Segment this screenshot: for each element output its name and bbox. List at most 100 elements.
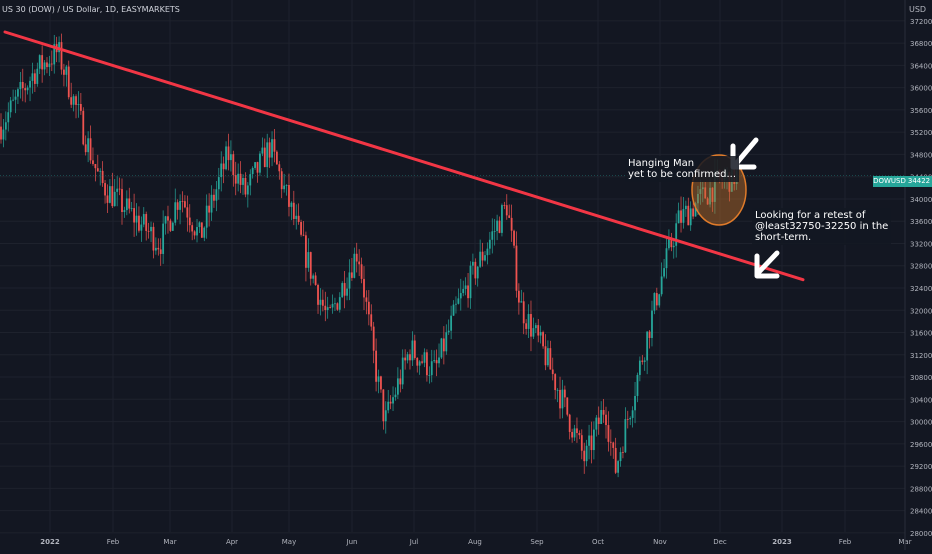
candle: [334, 297, 336, 312]
candle-body: [17, 89, 19, 97]
candle: [285, 184, 288, 196]
candle-body: [428, 375, 431, 376]
candle: [152, 222, 155, 259]
candle-body: [48, 63, 51, 68]
candle: [372, 321, 375, 364]
candle-body: [96, 168, 99, 172]
candle: [665, 238, 668, 279]
candle-body: [614, 447, 617, 473]
candle-body: [275, 151, 278, 165]
candle-body: [697, 193, 699, 204]
y-tick-label: 31200: [910, 352, 932, 360]
candle: [614, 437, 617, 475]
candle-body: [682, 209, 685, 223]
candle-body: [452, 304, 455, 316]
candle-body: [694, 203, 697, 217]
candle-body: [619, 452, 622, 462]
candle: [525, 319, 528, 335]
candle: [305, 231, 307, 282]
candle: [658, 293, 661, 308]
x-tick-label: Dec: [713, 538, 727, 546]
candle: [273, 128, 276, 163]
candle-body: [469, 265, 472, 299]
candle-body: [363, 278, 365, 298]
candle-body: [329, 307, 332, 308]
candle-body: [50, 63, 53, 65]
candle-body: [571, 431, 574, 438]
retest-note[interactable]: Looking for a retest of @least32750-3225…: [752, 208, 892, 245]
candle: [573, 424, 576, 442]
candle: [104, 180, 106, 204]
candle: [203, 226, 206, 242]
candle-body: [188, 217, 191, 226]
candle-body: [549, 348, 552, 370]
candle: [239, 161, 242, 194]
x-tick-label: Feb: [107, 538, 120, 546]
candle: [697, 185, 699, 215]
candle-body: [63, 69, 65, 75]
candle-body: [653, 293, 656, 311]
candle: [605, 406, 607, 439]
candle: [46, 57, 48, 74]
candle-body: [21, 81, 24, 89]
candle-body: [266, 142, 269, 168]
candle-body: [699, 189, 702, 194]
candle: [121, 178, 123, 225]
candle: [440, 337, 443, 359]
candle: [154, 237, 157, 255]
candle: [111, 172, 114, 209]
candle-body: [169, 220, 172, 231]
candle: [704, 181, 707, 199]
candle: [675, 213, 678, 258]
x-tick-label: Jul: [409, 538, 419, 546]
candle-body: [171, 222, 174, 231]
hanging-man-note[interactable]: Hanging Man yet to be confirmed...: [625, 156, 740, 182]
candle: [101, 161, 104, 187]
candle-body: [401, 357, 404, 385]
candle: [29, 76, 31, 102]
candle-body: [510, 217, 513, 231]
candle: [430, 349, 433, 383]
candle-body: [152, 226, 155, 251]
candle: [641, 354, 644, 365]
candle: [513, 229, 515, 249]
candle: [167, 205, 169, 234]
candle: [547, 340, 549, 368]
x-tick-label: Jun: [346, 538, 358, 546]
candle-body: [406, 354, 409, 361]
y-tick-label: 32800: [910, 263, 932, 271]
candle-body: [672, 245, 675, 248]
candle-body: [154, 247, 157, 251]
candle-body: [660, 276, 663, 295]
candle-body: [450, 315, 453, 331]
candle-body: [375, 350, 377, 382]
candle-body: [595, 417, 598, 430]
candle: [312, 273, 315, 284]
candle-body: [617, 461, 619, 473]
candle-body: [493, 231, 496, 232]
candle: [426, 349, 428, 382]
candle: [651, 300, 653, 347]
candle: [140, 216, 143, 242]
candle-body: [641, 360, 644, 362]
candle-body: [38, 55, 41, 69]
candle-body: [109, 186, 111, 203]
candle: [607, 411, 610, 452]
candle: [634, 381, 636, 424]
candle-body: [544, 346, 547, 366]
candle: [79, 92, 82, 115]
candle: [435, 349, 438, 377]
candle: [295, 204, 298, 230]
candle: [646, 331, 649, 375]
candle-body: [399, 378, 402, 385]
candle-body: [135, 215, 138, 223]
candle-body: [491, 231, 494, 240]
y-tick-label: 30800: [910, 374, 932, 382]
candle-body: [176, 202, 179, 210]
candle-body: [174, 202, 177, 223]
candle: [38, 54, 41, 75]
candle: [0, 113, 2, 144]
candle: [280, 168, 283, 199]
